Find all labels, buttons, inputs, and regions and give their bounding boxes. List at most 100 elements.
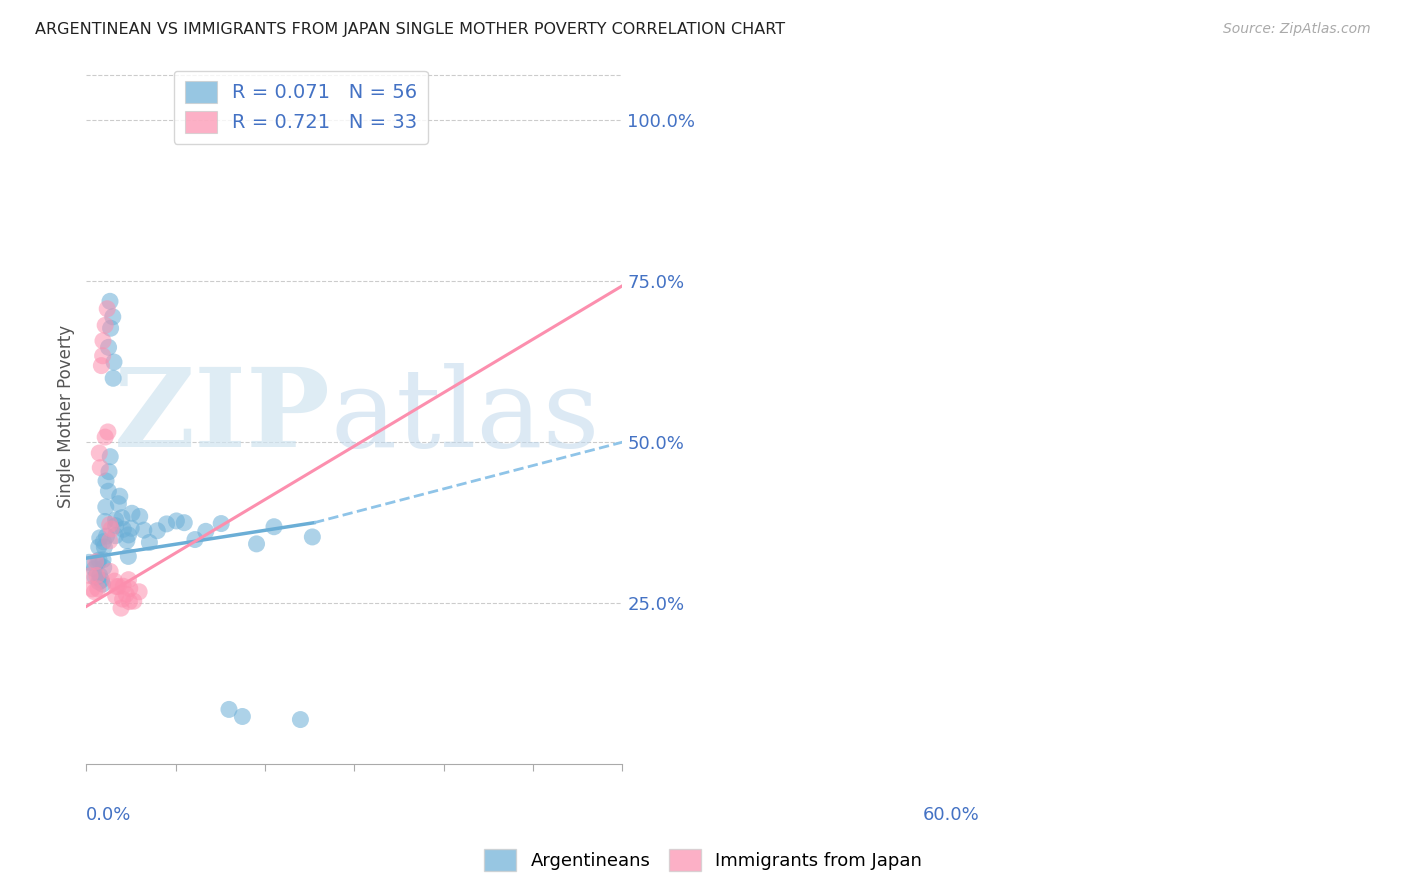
Point <box>194 524 217 539</box>
Point <box>104 518 127 533</box>
Point <box>107 580 129 594</box>
Point <box>94 318 117 333</box>
Point <box>104 589 127 603</box>
Text: 0.0%: 0.0% <box>86 806 132 824</box>
Point <box>91 334 114 348</box>
Legend: R = 0.071   N = 56, R = 0.721   N = 33: R = 0.071 N = 56, R = 0.721 N = 33 <box>174 70 427 144</box>
Point <box>245 537 267 551</box>
Point <box>104 529 127 543</box>
Point <box>100 522 122 536</box>
Point <box>97 484 120 499</box>
Point <box>100 321 122 335</box>
Point <box>83 562 105 576</box>
Point <box>87 574 110 589</box>
Text: ARGENTINEAN VS IMMIGRANTS FROM JAPAN SINGLE MOTHER POVERTY CORRELATION CHART: ARGENTINEAN VS IMMIGRANTS FROM JAPAN SIN… <box>35 22 786 37</box>
Point <box>87 582 110 596</box>
Text: Source: ZipAtlas.com: Source: ZipAtlas.com <box>1223 22 1371 37</box>
Text: ZIP: ZIP <box>114 363 330 470</box>
Legend: Argentineans, Immigrants from Japan: Argentineans, Immigrants from Japan <box>477 842 929 879</box>
Point <box>91 553 114 567</box>
Point <box>96 529 118 543</box>
Point <box>98 450 121 464</box>
Point <box>128 584 150 599</box>
Point <box>94 500 117 514</box>
Point <box>173 516 195 530</box>
Point <box>97 340 120 354</box>
Point <box>117 549 139 564</box>
Point <box>132 523 155 537</box>
Point <box>98 294 121 309</box>
Point <box>86 568 108 582</box>
Point <box>218 702 240 716</box>
Point <box>115 533 138 548</box>
Point <box>103 574 125 588</box>
Point <box>209 516 232 531</box>
Point <box>301 530 323 544</box>
Point <box>89 568 111 582</box>
Point <box>231 709 253 723</box>
Point <box>94 515 117 529</box>
Point <box>117 528 139 542</box>
Point <box>111 510 134 524</box>
Point <box>94 430 117 444</box>
Point <box>165 514 187 528</box>
Point <box>111 592 134 607</box>
Y-axis label: Single Mother Poverty: Single Mother Poverty <box>58 325 75 508</box>
Point <box>87 553 110 567</box>
Point <box>89 531 111 545</box>
Point <box>80 582 103 596</box>
Point <box>184 533 207 547</box>
Point <box>103 355 125 369</box>
Point <box>91 349 114 363</box>
Point <box>263 520 285 534</box>
Point <box>110 601 132 615</box>
Point <box>93 560 115 574</box>
Text: atlas: atlas <box>330 363 600 470</box>
Point <box>138 535 160 549</box>
Point <box>101 371 124 385</box>
Point <box>83 584 105 599</box>
Point <box>118 594 141 608</box>
Point <box>105 580 128 594</box>
Point <box>97 425 120 439</box>
Point <box>96 301 118 316</box>
Point <box>104 513 127 527</box>
Point <box>889 113 911 128</box>
Point <box>155 516 177 531</box>
Point <box>94 474 117 488</box>
Point <box>87 556 110 570</box>
Point <box>128 509 150 524</box>
Point <box>115 587 138 601</box>
Point <box>91 577 114 591</box>
Point <box>290 713 312 727</box>
Point <box>90 573 112 587</box>
Point <box>112 579 135 593</box>
Point <box>84 570 107 584</box>
Point <box>98 533 121 548</box>
Point <box>87 540 110 554</box>
Point <box>79 568 101 582</box>
Point <box>118 582 141 596</box>
Point <box>120 521 142 535</box>
Point <box>77 555 100 569</box>
Point <box>122 594 145 608</box>
Point <box>121 506 143 520</box>
Point <box>93 534 115 549</box>
Point <box>101 310 124 324</box>
Point <box>117 573 139 587</box>
Point <box>90 359 112 373</box>
Point <box>108 489 131 503</box>
Point <box>98 565 121 579</box>
Point <box>98 517 121 532</box>
Point <box>84 555 107 569</box>
Point <box>89 446 111 460</box>
Point <box>146 524 169 538</box>
Point <box>107 497 129 511</box>
Point <box>89 460 111 475</box>
Point <box>93 540 115 554</box>
Point <box>98 465 121 479</box>
Text: 60.0%: 60.0% <box>922 806 980 824</box>
Point <box>112 522 135 536</box>
Point <box>889 114 911 128</box>
Point <box>889 113 911 128</box>
